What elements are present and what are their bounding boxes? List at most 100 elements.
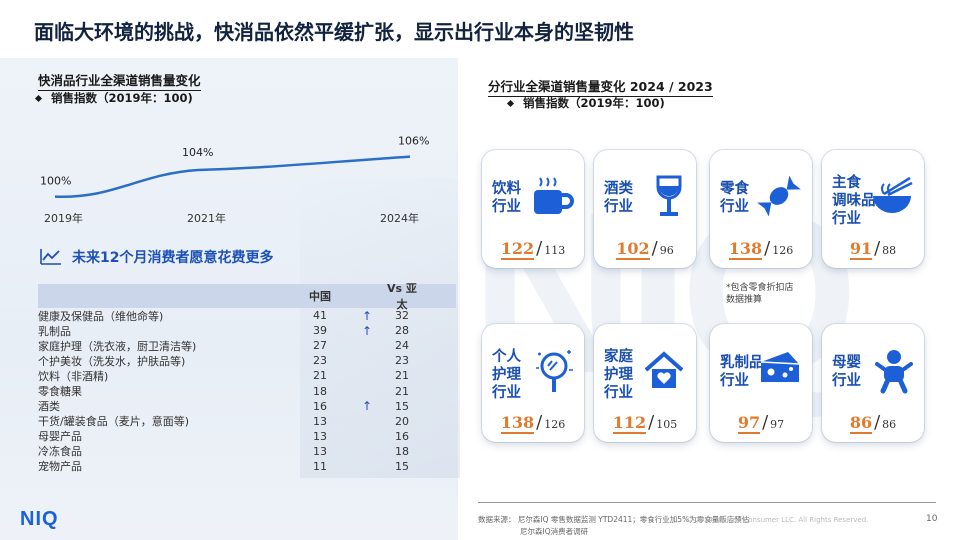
value-2024: 91 [849, 239, 873, 260]
value-2023: 105 [656, 418, 678, 431]
bullet-icon [34, 94, 43, 103]
coffee-cup-icon [530, 174, 574, 222]
category-cell: 干货/罐装食品（麦片，意面等) [38, 415, 189, 429]
noodle-bowl-icon [870, 174, 914, 222]
table-row: 母婴产品 13 16 [38, 429, 456, 444]
value-2024: 112 [612, 413, 647, 434]
header-china: 中国 [309, 290, 331, 303]
apac-cell: 24 [395, 339, 409, 353]
card-values: 138/126 [482, 412, 584, 434]
table-header-row: 中国 Vs 亚太 [38, 282, 456, 311]
card-label: 个人 护理 行业 [492, 349, 521, 401]
category-cell: 零食糖果 [38, 385, 82, 399]
arrow-cell: ↑ [361, 308, 373, 323]
apac-cell: 28 [395, 324, 409, 338]
footer-divider [478, 502, 936, 503]
data-label: 100% [40, 175, 71, 188]
header-apac: Vs 亚太 [387, 282, 417, 311]
cheese-icon [758, 348, 802, 392]
value-separator: / [874, 238, 881, 259]
category-cell: 酒类 [38, 400, 60, 414]
right-subtitle: 销售指数（2019年：100) [506, 95, 665, 111]
table-row: 乳制品 39 ↑ 28 [38, 323, 456, 338]
apac-cell: 21 [395, 369, 409, 383]
value-separator: / [536, 412, 543, 433]
apac-cell: 18 [395, 444, 409, 458]
table-row: 零食糖果 18 21 [38, 383, 456, 399]
wine-glass-icon [652, 174, 686, 222]
apac-cell: 20 [395, 414, 409, 428]
industry-card: 家庭 护理 行业 112/105 [594, 324, 696, 442]
card-values: 91/88 [822, 238, 924, 260]
page-title: 面临大环境的挑战，快消品依然平缓扩张，显示出行业本身的坚韧性 [34, 20, 634, 44]
china-cell: 18 [313, 384, 327, 398]
value-separator: / [536, 238, 543, 259]
category-cell: 家庭护理（洗衣液，厨卫清洁等) [38, 339, 197, 353]
value-2023: 86 [882, 418, 897, 431]
value-2023: 97 [770, 418, 785, 431]
future-spend-heading: 未来12个月消费者愿意花费更多 [40, 247, 273, 267]
right-subtitle-text: 销售指数（2019年：100) [523, 96, 665, 110]
spend-table: 中国 Vs 亚太 健康及保健品（维他命等) 41 ↑ 32 乳制品 39 ↑ 28 家庭护理（洗… [38, 282, 456, 474]
value-2024: 138 [728, 239, 763, 260]
value-2023: 113 [544, 244, 566, 257]
left-section-title: 快消品行业全渠道销售量变化 [38, 70, 201, 91]
category-cell: 个护美妆（洗发水，护肤品等) [38, 354, 186, 368]
industry-card: 乳制品 行业 97/97 [710, 324, 812, 442]
sales-index-series-line [54, 155, 411, 198]
arrow-cell: ↑ [361, 323, 373, 338]
category-cell: 饮料（非酒精) [38, 369, 109, 383]
table-row: 个护美妆（洗发水，护肤品等) 23 23 [38, 353, 456, 368]
china-cell: 27 [313, 339, 327, 353]
x-tick-label: 2021年 [187, 211, 226, 225]
category-cell: 健康及保健品（维他命等) [38, 309, 164, 323]
apac-cell: 15 [395, 459, 409, 473]
sales-index-line-chart: 100% 104% 106% 2019年 2021年 2024年 [40, 135, 429, 225]
china-cell: 41 [313, 309, 327, 323]
card-label: 母婴 行业 [832, 355, 861, 389]
x-tick-label: 2024年 [380, 211, 419, 225]
trend-chart-icon [40, 249, 61, 265]
card-values: 86/86 [822, 412, 924, 434]
apac-cell: 32 [395, 309, 409, 323]
card-values: 97/97 [710, 412, 812, 434]
data-label: 104% [182, 146, 213, 159]
copyright-text: © 2024 Nielsen Consumer LLC. All Rights … [686, 516, 869, 524]
china-cell: 39 [313, 324, 327, 338]
category-cell: 乳制品 [38, 324, 71, 338]
industry-card: 饮料 行业 122/113 [482, 150, 584, 268]
table-row: 冷冻食品 13 18 [38, 444, 456, 459]
card-values: 112/105 [594, 412, 696, 434]
card-label: 主食 调味品 行业 [832, 175, 876, 227]
source-text-2: 尼尔森IQ消费者调研 [520, 527, 589, 536]
value-separator: / [764, 238, 771, 259]
china-cell: 11 [313, 459, 327, 473]
card-label: 酒类 行业 [604, 181, 633, 215]
snack-note: *包含零食折扣店 数据推算 [726, 283, 794, 305]
china-cell: 13 [313, 414, 327, 428]
bullet-icon [506, 99, 515, 108]
value-2024: 138 [500, 413, 535, 434]
value-2024: 97 [737, 413, 761, 434]
value-2023: 96 [659, 244, 674, 257]
data-label: 106% [398, 135, 429, 148]
industry-card: 母婴 行业 86/86 [822, 324, 924, 442]
card-label: 零食 行业 [720, 181, 749, 215]
mirror-icon [534, 348, 574, 400]
value-2024: 122 [500, 239, 535, 260]
apac-cell: 23 [395, 354, 409, 368]
right-section-title: 分行业全渠道销售量变化 2024 / 2023 [488, 76, 713, 97]
left-subtitle: 销售指数（2019年：100) [34, 90, 193, 106]
table-row: 饮料（非酒精) 21 21 [38, 368, 456, 383]
industry-card: 主食 调味品 行业 91/88 [822, 150, 924, 268]
china-cell: 23 [313, 354, 327, 368]
future-spend-title: 未来12个月消费者愿意花费更多 [72, 250, 274, 266]
table-row: 健康及保健品（维他命等) 41 ↑ 32 [38, 308, 456, 323]
apac-cell: 15 [395, 399, 409, 413]
table-row: 酒类 16 ↑ 15 [38, 399, 456, 414]
value-2023: 126 [544, 418, 566, 431]
value-2023: 88 [882, 244, 897, 257]
category-cell: 宠物产品 [38, 460, 82, 474]
industry-card: 酒类 行业 102/96 [594, 150, 696, 268]
value-separator: / [762, 412, 769, 433]
